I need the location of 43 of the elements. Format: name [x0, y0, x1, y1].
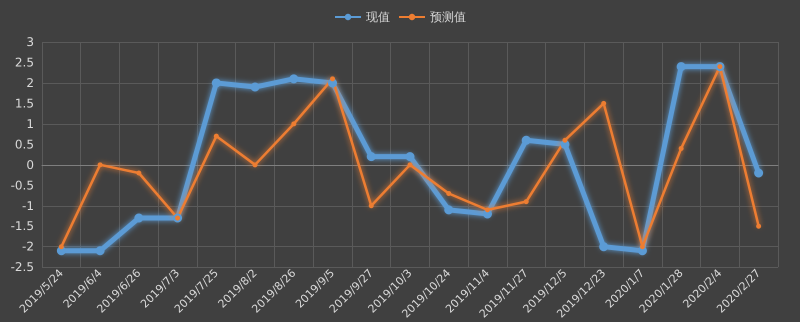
- y-tick-label: -0.5: [10, 178, 34, 192]
- point: [678, 146, 684, 151]
- point: [599, 242, 608, 252]
- point: [289, 74, 298, 84]
- point: [754, 168, 764, 178]
- point: [408, 162, 412, 168]
- point: [676, 62, 686, 72]
- y-tick-label: 1: [26, 116, 34, 131]
- point: [756, 224, 762, 229]
- point: [250, 82, 260, 92]
- y-tick-label: 1.5: [14, 96, 34, 110]
- point: [330, 76, 336, 82]
- point: [406, 152, 414, 162]
- y-tick-label: 0.5: [14, 137, 34, 152]
- y-tick-label: 3: [26, 35, 34, 49]
- point: [368, 203, 374, 208]
- point: [136, 170, 142, 176]
- point: [366, 152, 376, 162]
- point: [96, 246, 105, 256]
- point: [601, 100, 606, 106]
- point: [252, 162, 258, 168]
- point: [212, 78, 221, 88]
- point: [562, 138, 568, 143]
- point: [58, 244, 64, 250]
- y-tick-label: -1.5: [10, 219, 34, 234]
- point: [134, 214, 144, 223]
- point: [291, 121, 296, 126]
- point: [524, 199, 529, 204]
- point: [484, 207, 490, 212]
- point: [522, 136, 531, 145]
- y-tick-label: 2: [26, 76, 34, 90]
- legend-label: 预测值: [430, 10, 466, 24]
- y-tick-label: 2.5: [14, 55, 34, 70]
- point: [214, 134, 219, 139]
- y-tick-label: -2: [22, 240, 34, 254]
- point: [446, 190, 452, 196]
- point: [444, 205, 454, 214]
- legend-label: 现值: [366, 10, 390, 24]
- y-tick-label: -2.5: [10, 260, 34, 274]
- point: [98, 162, 103, 168]
- y-tick-label: -1: [22, 198, 34, 213]
- point: [640, 244, 645, 250]
- y-tick-label: 0: [26, 158, 34, 172]
